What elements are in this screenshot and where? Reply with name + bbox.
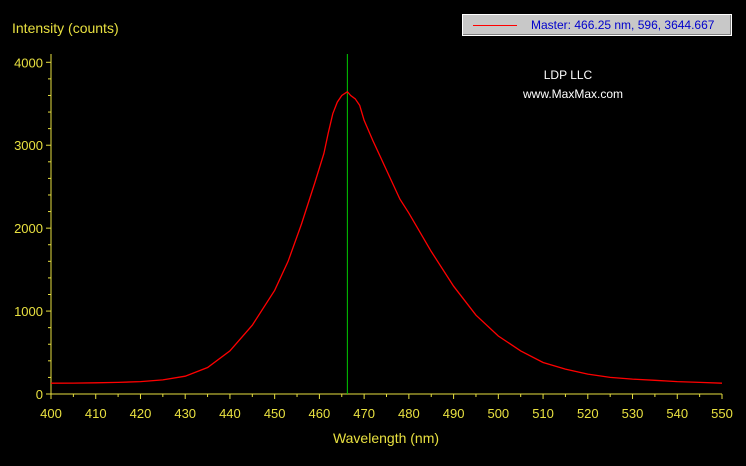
x-tick-label: 500 [487,406,509,421]
x-axis-label: Wavelength (nm) [333,430,439,446]
x-tick-label: 470 [353,406,375,421]
x-tick-label: 460 [309,406,331,421]
plot-area [50,54,723,394]
y-tick-label: 2000 [14,221,43,236]
x-tick-label: 520 [577,406,599,421]
x-tick-label: 450 [264,406,286,421]
x-tick-label: 410 [85,406,107,421]
ticks: 400 410 420 430 440 450 460 470 480 490 500 510 520 5… [14,55,733,421]
legend-label: Master: 466.25 nm, 596, 3644.667 [531,18,715,32]
series-line [50,90,723,384]
x-tick-label: 490 [443,406,465,421]
y-tick-label: 4000 [14,55,43,70]
x-tick-label: 440 [219,406,241,421]
x-tick-label: 510 [532,406,554,421]
y-axis-label: Intensity (counts) [12,20,119,36]
x-tick-label: 420 [130,406,152,421]
y-tick-label: 0 [36,387,43,402]
annotation-company: LDP LLC [544,68,593,82]
y-tick-label: 3000 [14,138,43,153]
x-tick-label: 540 [666,406,688,421]
x-tick-label: 430 [174,406,196,421]
x-tick-label: 400 [40,406,62,421]
axes [50,54,722,395]
y-tick-label: 1000 [14,304,43,319]
legend-swatch [473,25,517,26]
annotation-website: www.MaxMax.com [522,87,623,101]
x-tick-label: 480 [398,406,420,421]
x-tick-label: 530 [622,406,644,421]
legend: Master: 466.25 nm, 596, 3644.667 [462,14,732,36]
x-tick-label: 550 [711,406,733,421]
